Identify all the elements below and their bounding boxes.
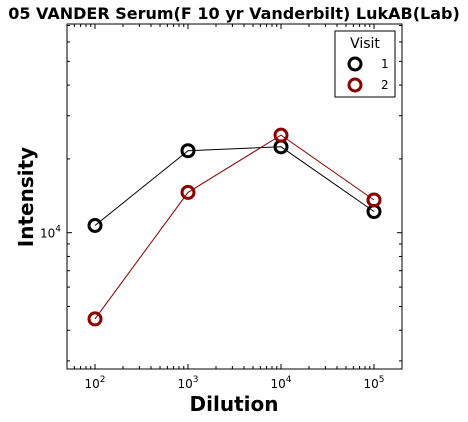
- data-point-series-1: [180, 143, 196, 159]
- x-tick-label: 105: [363, 375, 384, 391]
- series-layer: [87, 127, 382, 327]
- legend-title: Visit: [350, 36, 380, 52]
- data-point-series-1: [87, 217, 103, 233]
- data-point-series-2: [366, 192, 382, 208]
- legend: Visit 1 2: [334, 30, 396, 98]
- x-tick-label: 104: [270, 375, 291, 391]
- legend-marker-2: [347, 77, 363, 93]
- x-axis-label: Dilution: [190, 392, 279, 416]
- legend-box: [334, 30, 396, 98]
- x-tick-label: 103: [177, 375, 198, 391]
- chart-title: 05 VANDER Serum(F 10 yr Vanderbilt) LukA…: [8, 4, 460, 23]
- axis-ticks: 102 103 104 105 104: [40, 24, 403, 391]
- data-point-series-2: [273, 127, 289, 143]
- series-line-2: [94, 134, 375, 320]
- plot-area: [66, 23, 403, 370]
- legend-label-1: 1: [381, 57, 389, 71]
- legend-marker-1: [347, 56, 363, 72]
- data-point-series-2: [180, 184, 196, 200]
- x-tick-label: 102: [84, 375, 105, 391]
- legend-label-2: 2: [381, 78, 389, 92]
- data-point-series-2: [87, 311, 103, 327]
- y-tick-label: 104: [40, 225, 61, 241]
- y-axis-label: Intensity: [14, 147, 38, 247]
- series-line-1: [94, 146, 375, 226]
